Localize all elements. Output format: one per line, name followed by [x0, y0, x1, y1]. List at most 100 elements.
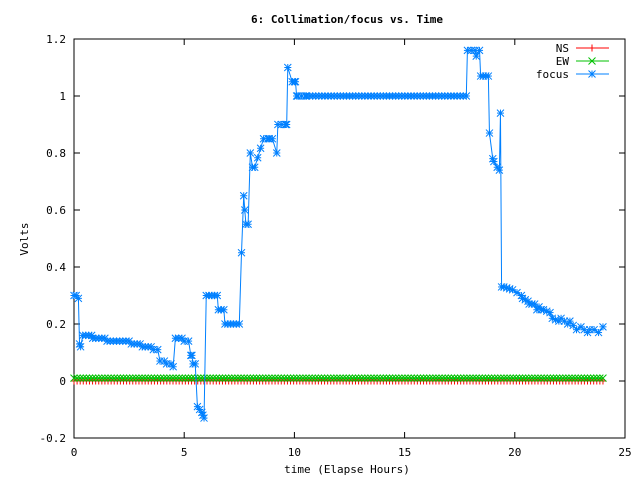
x-tick-label: 15	[398, 446, 411, 459]
x-tick-label: 25	[618, 446, 631, 459]
data-point-focus	[572, 325, 581, 334]
data-point-ew	[376, 374, 385, 383]
data-point-ew	[94, 374, 103, 383]
data-point-ew	[524, 374, 533, 383]
y-axis-label: Volts	[18, 222, 31, 255]
data-point-ew	[419, 374, 428, 383]
data-point-ew	[481, 374, 490, 383]
data-point-ew	[73, 374, 81, 383]
data-point-ew	[531, 374, 539, 383]
data-point-focus	[485, 129, 494, 137]
x-tick-label: 5	[181, 446, 188, 459]
data-point-ew	[135, 374, 143, 383]
data-point-ew	[258, 374, 267, 383]
data-point-ew	[295, 374, 304, 383]
data-point-ew	[558, 374, 567, 383]
data-point-ew	[271, 374, 279, 383]
data-point-ew	[518, 374, 527, 383]
data-point-ew	[181, 374, 190, 383]
x-axis: 0 5 10 15 20 25	[71, 39, 632, 459]
data-point-ew	[469, 374, 477, 383]
data-point-ew	[91, 374, 100, 383]
data-point-ew	[252, 374, 261, 383]
data-point-ew	[286, 374, 295, 383]
data-point-ew	[215, 374, 224, 383]
data-point-ew	[497, 374, 505, 383]
data-point-ew	[218, 374, 227, 383]
data-point-focus	[293, 92, 302, 100]
legend-marker-ew	[588, 57, 596, 65]
data-point-ew	[336, 374, 344, 383]
data-point-ew	[280, 374, 289, 383]
x-tick-label: 10	[288, 446, 301, 459]
data-point-ew	[388, 374, 397, 383]
data-point-ew	[110, 374, 119, 383]
data-point-ew	[277, 374, 286, 383]
data-point-ew	[320, 374, 329, 383]
y-tick-label: 0.8	[46, 147, 66, 160]
data-point-ew	[428, 374, 437, 383]
data-point-focus	[496, 109, 505, 117]
data-point-focus	[253, 153, 262, 162]
x-axis-label: time (Elapse Hours)	[284, 463, 410, 476]
data-point-ew	[484, 374, 493, 383]
data-point-focus	[467, 46, 476, 55]
data-point-ew	[175, 374, 184, 383]
data-point-ew	[107, 374, 115, 383]
data-point-ew	[351, 374, 360, 383]
data-point-ew	[147, 374, 156, 383]
legend-label-ew: EW	[556, 55, 570, 68]
data-point-ew	[128, 374, 137, 383]
data-point-ew	[534, 374, 542, 383]
chart-title: 6: Collimation/focus vs. Time	[251, 13, 443, 26]
data-point-ew	[132, 374, 140, 383]
data-point-ew	[599, 374, 607, 383]
series-layer	[70, 46, 607, 422]
data-point-focus	[220, 305, 228, 314]
data-point-ew	[122, 374, 131, 383]
y-tick-label: 1.2	[46, 33, 66, 46]
data-point-ew	[85, 374, 94, 383]
data-point-ew	[404, 374, 412, 383]
data-point-ew	[596, 374, 604, 383]
data-point-focus	[283, 63, 292, 72]
data-point-ew	[187, 374, 196, 383]
data-point-ew	[317, 374, 326, 383]
data-point-ew	[97, 374, 106, 383]
legend-label-ns: NS	[556, 42, 569, 55]
x-tick-label: 20	[508, 446, 521, 459]
data-point-ew	[379, 374, 388, 383]
legend-label-focus: focus	[536, 68, 569, 81]
data-point-focus	[566, 317, 574, 326]
data-point-ew	[162, 374, 171, 383]
data-point-ew	[583, 374, 592, 383]
data-point-focus	[472, 52, 481, 60]
data-point-ew	[462, 374, 471, 383]
data-point-ew	[283, 374, 292, 383]
data-point-ew	[370, 374, 378, 383]
data-point-ew	[268, 374, 276, 383]
data-point-ew	[302, 374, 310, 383]
data-point-ew	[240, 374, 248, 383]
data-point-ew	[512, 374, 521, 383]
data-point-focus	[490, 157, 498, 166]
data-point-focus	[237, 248, 246, 257]
data-point-ew	[367, 374, 375, 383]
data-point-ew	[493, 374, 502, 383]
data-point-ew	[586, 374, 595, 383]
data-point-ew	[184, 374, 193, 383]
data-point-focus	[495, 166, 504, 174]
data-point-ew	[119, 374, 128, 383]
data-point-ew	[537, 374, 545, 383]
data-point-ew	[453, 374, 462, 383]
data-point-focus	[256, 144, 265, 153]
data-point-ew	[79, 374, 88, 383]
data-point-ew	[255, 374, 264, 383]
data-point-ew	[416, 374, 425, 383]
data-point-ew	[224, 374, 233, 383]
data-point-focus	[282, 120, 291, 129]
data-point-ew	[299, 374, 307, 383]
data-point-ew	[237, 374, 245, 383]
data-point-ew	[289, 374, 298, 383]
